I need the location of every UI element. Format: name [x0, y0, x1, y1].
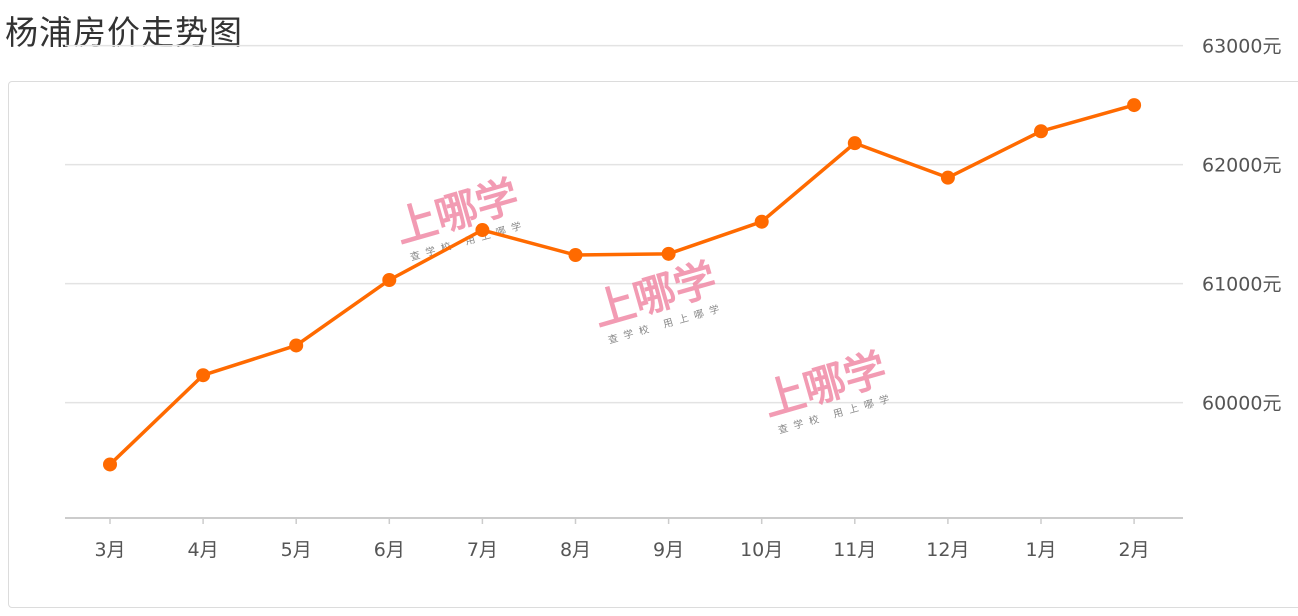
x-tick-label: 8月 [560, 539, 591, 561]
data-point [382, 273, 397, 287]
y-tick-label: 63000元 [1202, 36, 1281, 58]
x-tick-label: 12月 [926, 539, 969, 561]
data-point [754, 214, 769, 229]
x-tick-label: 5月 [281, 539, 312, 561]
x-tick-label: 10月 [740, 539, 783, 561]
series-line [108, 103, 1135, 466]
x-tick-label: 7月 [467, 539, 498, 561]
y-tick-label: 61000元 [1202, 274, 1281, 296]
x-tick-label: 4月 [188, 539, 219, 561]
y-tick-label: 62000元 [1202, 155, 1281, 177]
x-tick-label: 9月 [653, 539, 684, 561]
data-point [1127, 98, 1142, 113]
data-point [103, 457, 117, 472]
x-tick-label: 11月 [833, 539, 876, 561]
series-layer [103, 98, 1142, 472]
x-tick-label: 3月 [94, 539, 125, 561]
data-point [940, 170, 955, 185]
y-tick-labels: 60000元 61000元 62000元 63000元 [1202, 36, 1281, 415]
data-point [847, 136, 862, 151]
y-tick-label: 60000元 [1202, 393, 1281, 415]
data-point [1034, 124, 1048, 139]
x-tick-labels: 3月 4月 5月 6月 7月 8月 9月 10月 11月 12月 1月 2月 [94, 539, 1149, 561]
x-tick-label: 1月 [1025, 539, 1056, 561]
x-tick-label: 2月 [1119, 539, 1150, 561]
chart-panel [8, 81, 1298, 608]
data-point [661, 246, 676, 261]
x-tick-label: 6月 [374, 539, 405, 561]
grid-lines [65, 44, 1183, 404]
data-point [196, 368, 211, 383]
data-point [568, 248, 583, 263]
data-point [475, 223, 490, 238]
x-axis [65, 517, 1183, 524]
data-point [289, 338, 304, 353]
